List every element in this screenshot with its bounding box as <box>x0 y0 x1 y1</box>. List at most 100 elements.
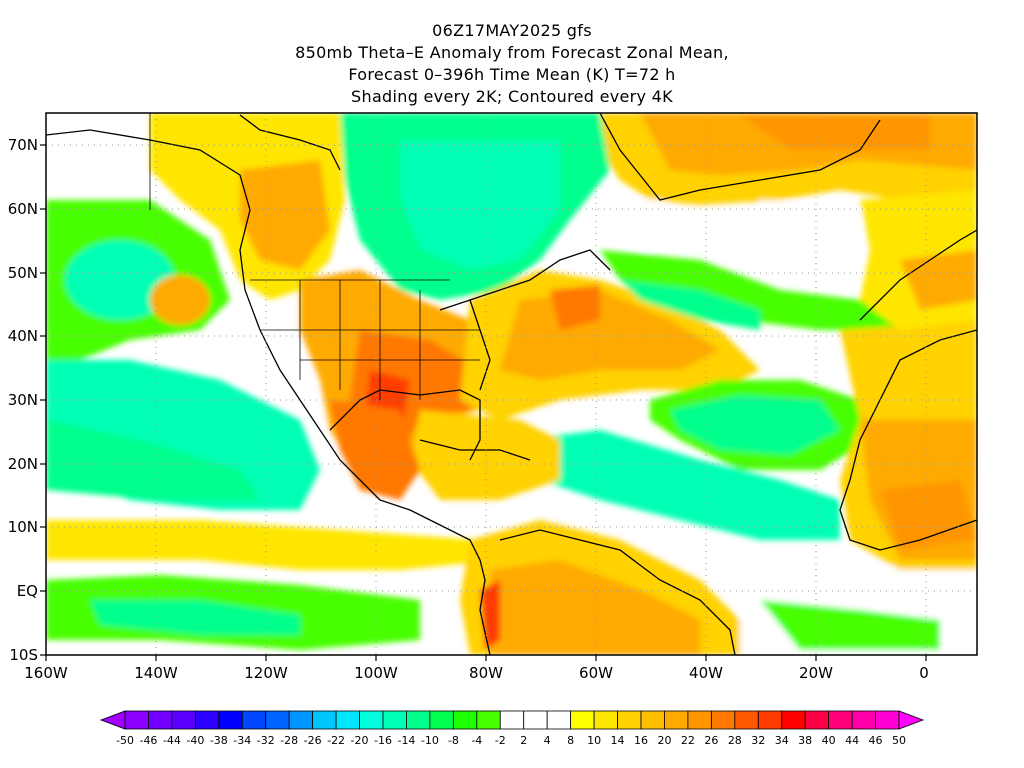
map-frame <box>45 112 978 656</box>
colorbar-label: -16 <box>374 734 392 747</box>
colorbar-swatch <box>570 710 595 730</box>
colorbar-swatch <box>757 710 783 730</box>
lon-label: 140W <box>134 664 178 682</box>
lon-label: 60W <box>579 664 613 682</box>
colorbar-swatch <box>640 710 665 730</box>
state-borders <box>149 113 480 400</box>
lon-label: 0 <box>919 664 929 682</box>
lat-label: 40N <box>8 327 38 345</box>
lat-label: 10N <box>8 518 38 536</box>
colorbar-label: 46 <box>869 734 883 747</box>
colorbar-swatch <box>452 710 478 730</box>
colorbar-label: 16 <box>634 734 648 747</box>
title-line-1: 06Z17MAY2025 gfs <box>432 21 592 40</box>
colorbar-swatch <box>781 710 806 730</box>
colorbar-label: -28 <box>280 734 298 747</box>
colorbar-swatch <box>710 710 736 730</box>
lat-label: 70N <box>8 136 38 154</box>
lat-label: 60N <box>8 200 38 218</box>
longitude-axis: 160W 140W 120W 100W 80W 60W 40W 20W 0 <box>24 655 929 682</box>
colorbar-label: -40 <box>186 734 204 747</box>
colorbar-label: -2 <box>495 734 506 747</box>
lon-label: 80W <box>469 664 503 682</box>
colorbar-swatch <box>171 710 196 730</box>
lat-label: 20N <box>8 455 38 473</box>
colorbar-swatch <box>312 710 337 730</box>
colorbar-label: -50 <box>116 734 134 747</box>
latitude-axis: 70N 60N 50N 40N 30N 20N 10N EQ 10S <box>8 136 46 664</box>
colorbar-label: -10 <box>421 734 439 747</box>
colorbar-label: -32 <box>257 734 275 747</box>
shaded-field <box>46 113 977 655</box>
colorbar-label: 34 <box>775 734 789 747</box>
colorbar-label: 20 <box>657 734 671 747</box>
colorbar-label: -14 <box>397 734 415 747</box>
graticule <box>46 113 977 655</box>
map-title-block: 06Z17MAY2025 gfs 850mb Theta–E Anomaly f… <box>0 20 1024 108</box>
colorbar-label: -4 <box>471 734 482 747</box>
colorbar-swatch <box>687 710 712 730</box>
lat-label: EQ <box>17 582 38 600</box>
lat-label: 10S <box>9 646 38 664</box>
title-line-4: Shading every 2K; Contoured every 4K <box>351 87 673 106</box>
colorbar-swatch <box>828 710 853 730</box>
colorbar-label: -44 <box>163 734 181 747</box>
colorbar-label: 28 <box>728 734 742 747</box>
colorbar-label: 10 <box>587 734 601 747</box>
colorbar-label: -34 <box>233 734 251 747</box>
colorbar-max-arrow <box>898 710 925 730</box>
colorbar-label: 22 <box>681 734 695 747</box>
colorbar-swatch <box>194 710 220 730</box>
colorbar-label: 26 <box>704 734 718 747</box>
colorbar-swatch <box>664 710 689 730</box>
colorbar-label: -26 <box>304 734 322 747</box>
colorbar-label: 32 <box>751 734 765 747</box>
colorbar-swatch <box>499 710 525 730</box>
colorbar-swatch <box>804 710 830 730</box>
colorbar-swatch <box>593 710 618 730</box>
colorbar-label: 50 <box>892 734 906 747</box>
title-line-3: Forecast 0–396h Time Mean (K) T=72 h <box>348 65 676 84</box>
colorbar-label: 14 <box>611 734 625 747</box>
colorbar-label: 44 <box>845 734 859 747</box>
lat-label: 50N <box>8 264 38 282</box>
coastlines <box>46 113 977 655</box>
colorbar-min-arrow <box>99 710 126 730</box>
colorbar-swatch <box>429 710 454 730</box>
colorbar-swatch <box>241 710 267 730</box>
colorbar-swatch <box>476 710 501 730</box>
colorbar-label: -20 <box>351 734 369 747</box>
colorbar-label: -8 <box>448 734 459 747</box>
colorbar-swatch <box>382 710 407 730</box>
lat-label: 30N <box>8 391 38 409</box>
colorbar-label: 38 <box>798 734 812 747</box>
colorbar-swatch <box>734 710 759 730</box>
colorbar-swatch <box>359 710 384 730</box>
colorbar-swatch <box>523 710 548 730</box>
colorbar-label: -46 <box>139 734 157 747</box>
colorbar-label: 8 <box>567 734 574 747</box>
colorbar-swatch <box>617 710 642 730</box>
colorbar: -50 -46 -44 -40 -38 -34 -32 -28 -26 -22 -20 -16 -14-… <box>99 710 925 747</box>
colorbar-swatch <box>875 710 900 730</box>
lon-label: 100W <box>354 664 398 682</box>
colorbar-swatch <box>265 710 290 730</box>
title-line-2: 850mb Theta–E Anomaly from Forecast Zona… <box>295 43 729 62</box>
colorbar-swatch <box>124 710 149 730</box>
lon-label: 20W <box>799 664 833 682</box>
lon-label: 40W <box>689 664 723 682</box>
colorbar-swatch <box>406 710 431 730</box>
colorbar-label: 4 <box>544 734 551 747</box>
colorbar-swatch <box>148 710 173 730</box>
lon-label: 160W <box>24 664 68 682</box>
colorbar-swatch <box>218 710 243 730</box>
colorbar-label: -38 <box>210 734 228 747</box>
colorbar-swatch <box>546 710 572 730</box>
colorbar-swatch <box>288 710 314 730</box>
colorbar-swatch <box>851 710 876 730</box>
colorbar-label: -22 <box>327 734 345 747</box>
lon-label: 120W <box>244 664 288 682</box>
colorbar-label: 2 <box>520 734 527 747</box>
colorbar-label: 40 <box>822 734 836 747</box>
